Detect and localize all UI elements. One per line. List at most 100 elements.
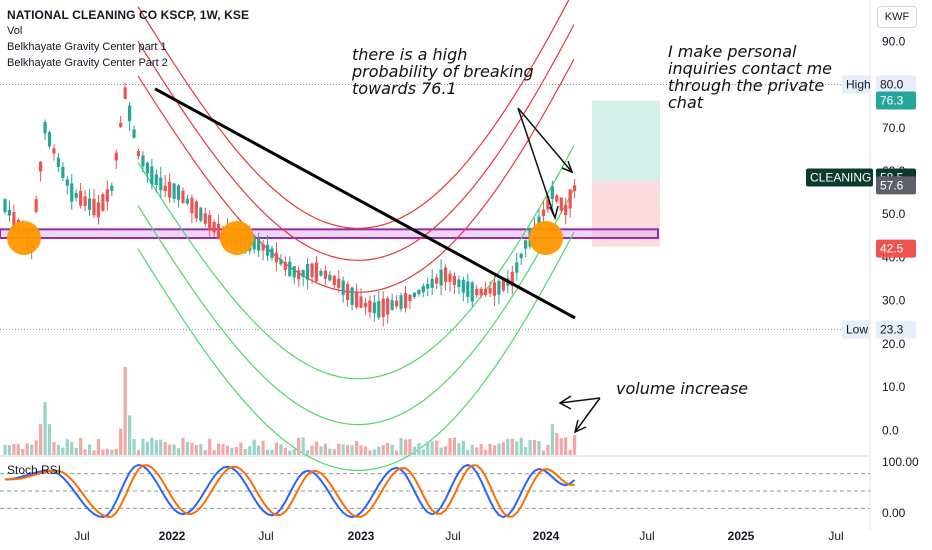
volume-bar: [403, 439, 408, 455]
high-value-bg: [876, 75, 916, 94]
volume-bar: [524, 446, 528, 455]
candle-body: [297, 270, 301, 280]
volume-bar: [430, 441, 434, 455]
candle-body: [79, 191, 83, 206]
support-touch-circle: [529, 220, 563, 255]
volume-bar: [532, 440, 537, 455]
volume-bar: [354, 440, 359, 455]
stoch-rsi-label: Stoch RSI: [7, 463, 61, 477]
trendline: [154, 87, 576, 320]
volume-bar: [452, 437, 457, 455]
candle-body: [346, 283, 350, 301]
candle-body: [332, 275, 336, 286]
indicator-vol[interactable]: Vol: [7, 25, 23, 37]
price-tick-label: 10.0: [882, 380, 906, 394]
annotation-breakout-line-1: there is a high: [352, 45, 468, 64]
volume-bar: [314, 441, 319, 455]
symbol-title[interactable]: NATIONAL CLEANING CO KSCP, 1W, KSE: [7, 8, 250, 22]
volume-bar: [52, 442, 56, 455]
volume-bar: [101, 449, 105, 455]
candle-body: [43, 122, 47, 134]
candlesticks: [3, 82, 577, 327]
volume-bar: [261, 440, 265, 455]
support-touch-circles: [7, 220, 563, 255]
volume-bar: [230, 447, 234, 455]
volume-bar: [426, 441, 430, 455]
volume-bar: [341, 444, 345, 455]
candle-body: [65, 179, 69, 186]
candle-body: [47, 132, 52, 147]
volume-bar: [234, 446, 238, 455]
candle-body: [524, 240, 528, 249]
candle-body: [283, 262, 287, 271]
symbol-tag-bg: [806, 168, 873, 187]
volume-bar: [390, 444, 394, 455]
volume-bar: [12, 444, 16, 455]
volume-bar: [368, 450, 372, 455]
candle-body: [541, 209, 546, 216]
volume-bar: [217, 443, 221, 455]
volume-arrow-1: [573, 397, 601, 434]
volume-bar: [510, 438, 514, 455]
price-tick-label: 0.0: [882, 423, 899, 437]
volume-bar: [310, 445, 314, 455]
time-tick-label: 2025: [728, 529, 755, 543]
volume-bar: [515, 441, 519, 455]
indicator-gravity-2[interactable]: Belkhayate Gravity Center Part 2: [7, 57, 168, 69]
candle-body: [573, 185, 577, 192]
candle-body: [470, 282, 474, 302]
volume-bar: [301, 437, 305, 455]
candle-body: [128, 105, 132, 122]
breakout-arrow-2: [517, 107, 574, 174]
volume-bar: [417, 443, 421, 455]
candle-body: [74, 193, 78, 198]
candle-body: [564, 204, 568, 216]
candle-body: [399, 295, 403, 309]
volume-bar: [128, 415, 132, 455]
candle-body: [501, 278, 505, 291]
volume-bar: [306, 450, 310, 455]
volume-bar: [150, 437, 154, 455]
candle-body: [488, 287, 492, 294]
candle-body: [466, 281, 470, 297]
entry-value: 57.6: [880, 178, 904, 192]
candle-body: [279, 259, 283, 265]
candle-body: [101, 194, 105, 212]
candle-body: [123, 87, 127, 99]
stoch-k-line: [4, 463, 576, 519]
volume-bar: [208, 438, 212, 455]
candle-body: [110, 185, 114, 191]
volume-bar: [506, 439, 510, 455]
candle-body: [145, 162, 149, 174]
price-axis[interactable]: 90.080.070.060.050.040.030.020.010.00.01…: [806, 34, 919, 520]
indicator-gravity-1[interactable]: Belkhayate Gravity Center part 1: [7, 41, 167, 53]
volume-bar: [110, 449, 114, 455]
volume-bar: [43, 402, 47, 455]
candle-body: [154, 174, 158, 185]
volume-bar: [573, 435, 577, 455]
volume-bar: [70, 442, 74, 455]
candle-body: [203, 213, 207, 224]
candle-body: [105, 189, 109, 202]
volume-bar: [283, 447, 287, 455]
trendline-down: [154, 87, 576, 320]
support-touch-circle: [7, 220, 41, 255]
time-axis[interactable]: Jul 2022 Jul 2023 Jul 2024 Jul 2025 Jul: [74, 529, 843, 543]
stoch-tick-label: 0.00: [882, 506, 906, 520]
candle-body: [172, 183, 176, 199]
volume-bar: [288, 450, 292, 455]
volume-bar: [21, 449, 25, 455]
candle-body: [114, 152, 118, 161]
volume-bar: [105, 448, 109, 455]
volume-bar: [381, 445, 385, 455]
candle-body: [52, 148, 56, 154]
candle-body: [119, 122, 123, 128]
price-tick-label: 70.0: [882, 121, 906, 135]
volume-bar: [466, 450, 470, 455]
candle-body: [390, 300, 394, 310]
volume-bar: [221, 444, 225, 455]
volume-bar: [408, 439, 412, 455]
band-upper-outer: [137, 0, 570, 229]
currency-button[interactable]: KWF: [877, 6, 917, 28]
candle-body: [475, 288, 479, 296]
